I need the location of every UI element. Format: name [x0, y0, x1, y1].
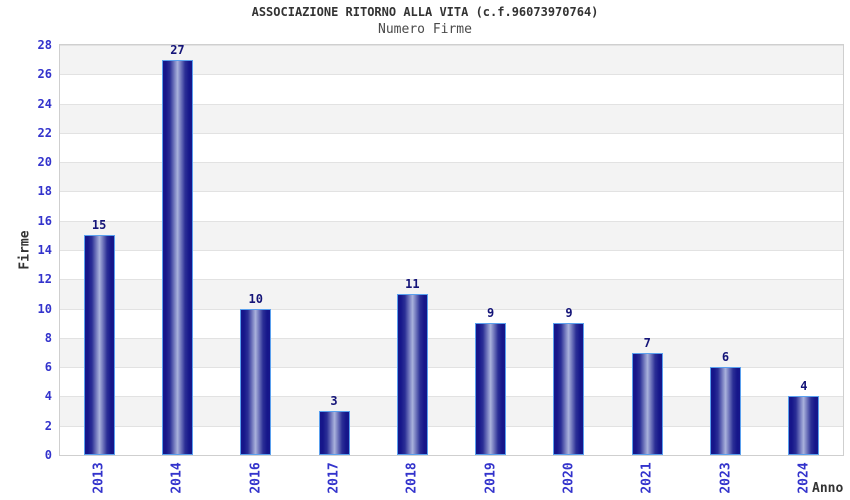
x-axis-title: Anno — [812, 481, 844, 496]
x-tick-label: 2019 — [483, 462, 499, 494]
gridline — [60, 162, 843, 163]
x-tick-label: 2017 — [326, 462, 342, 494]
bar — [318, 411, 350, 455]
gridline — [60, 191, 843, 192]
y-tick-label: 10 — [37, 301, 52, 316]
gridline — [60, 45, 843, 46]
bar — [788, 396, 820, 455]
gridline — [60, 338, 843, 339]
y-tick-label: 12 — [37, 272, 52, 287]
bar-value-label: 15 — [91, 218, 107, 233]
bar-value-label: 9 — [487, 306, 495, 321]
bar-value-label: 27 — [170, 42, 185, 57]
y-tick-label: 22 — [37, 125, 52, 140]
y-tick-label: 8 — [44, 330, 52, 345]
bar — [240, 308, 272, 455]
bar — [161, 59, 193, 455]
bar — [631, 352, 663, 455]
y-tick-label: 16 — [37, 213, 52, 228]
y-tick-label: 18 — [37, 184, 52, 199]
bar — [396, 293, 428, 455]
bar-value-label: 10 — [248, 291, 263, 306]
x-tick-label: 2020 — [561, 462, 577, 494]
gridline — [60, 133, 843, 134]
chart-subtitle: Numero Firme — [378, 22, 472, 37]
gridline — [60, 396, 843, 397]
x-tick-label: 2021 — [639, 462, 655, 494]
gridline — [60, 367, 843, 368]
bar-value-label: 6 — [721, 350, 730, 365]
gridline — [60, 250, 843, 251]
plot-area: 15 27 10 3 11 9 9 7 6 4 — [59, 42, 844, 456]
bar — [475, 323, 507, 455]
y-tick-label: 20 — [37, 155, 52, 170]
x-tick-label: 2014 — [169, 462, 185, 494]
y-axis-ticks: 0 2 4 6 8 10 12 14 16 18 20 22 24 26 28 — [0, 38, 52, 462]
y-tick-label: 14 — [37, 243, 52, 257]
y-tick-label: 0 — [44, 448, 52, 462]
bar-value-label: 11 — [405, 276, 420, 291]
y-tick-label: 28 — [37, 38, 52, 52]
bar-value-label: 7 — [643, 335, 651, 350]
x-tick-label: 2018 — [404, 462, 420, 494]
gridline — [60, 221, 843, 222]
bar-value-label: 9 — [565, 306, 573, 321]
y-tick-label: 26 — [37, 67, 52, 82]
chart-title: ASSOCIAZIONE RITORNO ALLA VITA (c.f.9607… — [251, 5, 599, 19]
y-tick-label: 6 — [44, 360, 52, 375]
y-tick-label: 24 — [37, 96, 52, 111]
bar — [83, 235, 115, 455]
x-tick-label: 2013 — [91, 462, 107, 494]
gridline — [60, 279, 843, 280]
gridline — [60, 104, 843, 105]
bar — [710, 367, 742, 455]
gridline — [60, 309, 843, 310]
x-tick-label: 2024 — [796, 462, 812, 494]
y-tick-label: 4 — [44, 389, 52, 404]
x-tick-label: 2016 — [248, 462, 264, 494]
x-tick-label: 2023 — [718, 462, 734, 494]
bar-value-label: 3 — [330, 394, 338, 409]
bar-value-label: 4 — [800, 379, 808, 394]
gridline — [60, 426, 843, 427]
y-tick-label: 2 — [44, 418, 52, 433]
bar — [553, 323, 585, 455]
gridline — [60, 74, 843, 75]
